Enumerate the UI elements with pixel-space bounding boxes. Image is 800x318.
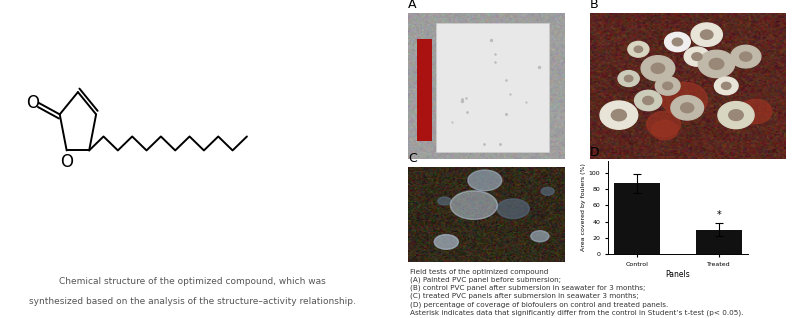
Circle shape xyxy=(634,90,662,111)
Circle shape xyxy=(541,187,554,195)
Bar xyxy=(614,183,659,254)
Circle shape xyxy=(634,46,642,52)
Circle shape xyxy=(672,38,682,46)
Text: Chemical structure of the optimized compound, which was: Chemical structure of the optimized comp… xyxy=(58,277,326,286)
Circle shape xyxy=(681,103,694,113)
Circle shape xyxy=(468,170,502,191)
Text: synthesized based on the analysis of the structure–activity relationship.: synthesized based on the analysis of the… xyxy=(29,297,355,306)
Text: O: O xyxy=(26,94,39,112)
Circle shape xyxy=(709,59,724,69)
Text: D: D xyxy=(590,146,599,159)
Circle shape xyxy=(662,82,673,90)
Circle shape xyxy=(450,191,498,219)
Text: C: C xyxy=(408,152,417,165)
Circle shape xyxy=(729,110,743,121)
Circle shape xyxy=(530,231,549,242)
Text: A: A xyxy=(408,0,417,11)
Circle shape xyxy=(722,82,731,89)
Circle shape xyxy=(691,23,722,46)
Circle shape xyxy=(698,50,734,78)
Text: O: O xyxy=(60,153,73,170)
Circle shape xyxy=(628,41,649,57)
Y-axis label: Area covered by foulers (%): Area covered by foulers (%) xyxy=(581,163,586,252)
Bar xyxy=(697,230,742,254)
Circle shape xyxy=(646,111,681,137)
Circle shape xyxy=(618,71,639,86)
Circle shape xyxy=(655,77,680,95)
Circle shape xyxy=(701,30,713,39)
Circle shape xyxy=(718,101,754,129)
Circle shape xyxy=(651,63,665,73)
Circle shape xyxy=(641,56,674,81)
Circle shape xyxy=(671,96,703,120)
Circle shape xyxy=(730,45,761,68)
Circle shape xyxy=(642,96,654,105)
Circle shape xyxy=(739,100,772,124)
Text: B: B xyxy=(590,0,598,11)
FancyBboxPatch shape xyxy=(418,39,431,142)
FancyBboxPatch shape xyxy=(436,23,549,152)
Circle shape xyxy=(684,47,710,66)
Circle shape xyxy=(662,82,707,117)
Text: *: * xyxy=(717,210,722,220)
Circle shape xyxy=(652,121,678,140)
Circle shape xyxy=(438,197,451,205)
X-axis label: Panels: Panels xyxy=(666,270,690,279)
Circle shape xyxy=(434,235,458,249)
Circle shape xyxy=(611,109,626,121)
Circle shape xyxy=(740,52,752,61)
Circle shape xyxy=(600,101,638,129)
Circle shape xyxy=(665,32,690,52)
Circle shape xyxy=(692,53,702,60)
Circle shape xyxy=(714,77,738,95)
Text: Field tests of the optimized compound
(A) Painted PVC panel before submersion;
(: Field tests of the optimized compound (A… xyxy=(410,269,743,316)
Circle shape xyxy=(624,75,633,82)
Circle shape xyxy=(497,199,530,218)
